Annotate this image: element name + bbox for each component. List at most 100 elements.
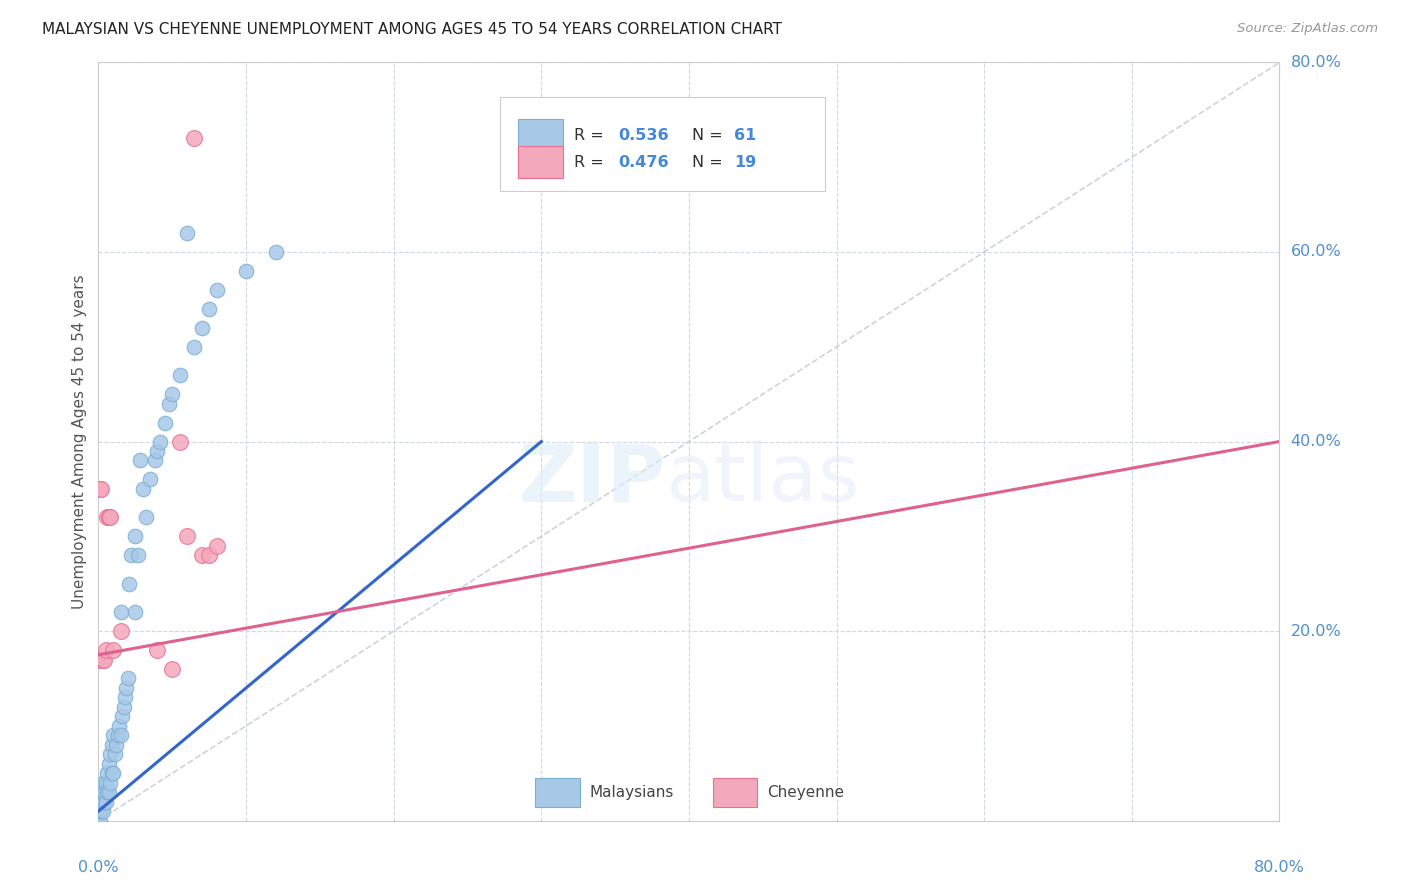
Point xyxy=(93,652,115,666)
Point xyxy=(183,340,205,354)
Point xyxy=(112,699,135,714)
Point xyxy=(97,785,120,799)
Text: Cheyenne: Cheyenne xyxy=(766,785,844,800)
Point xyxy=(176,529,198,543)
Point xyxy=(118,576,141,591)
Point xyxy=(105,738,128,752)
Text: N =: N = xyxy=(693,154,728,169)
Point xyxy=(143,453,166,467)
Point xyxy=(110,624,132,639)
FancyBboxPatch shape xyxy=(517,146,562,178)
Point xyxy=(100,738,122,752)
Point xyxy=(98,510,121,524)
Point xyxy=(114,690,136,705)
Point xyxy=(124,605,146,619)
Point xyxy=(205,283,228,297)
Text: 20.0%: 20.0% xyxy=(1291,624,1341,639)
Point xyxy=(153,416,176,430)
Text: atlas: atlas xyxy=(665,441,859,518)
Point xyxy=(94,795,117,809)
Point xyxy=(89,795,111,809)
Point xyxy=(98,747,121,762)
Point xyxy=(176,226,198,240)
Point xyxy=(90,482,112,496)
Point xyxy=(132,482,155,496)
Text: Source: ZipAtlas.com: Source: ZipAtlas.com xyxy=(1237,22,1378,36)
Point xyxy=(191,548,214,563)
Point xyxy=(146,444,169,458)
Point xyxy=(127,548,149,563)
Point xyxy=(87,652,110,666)
Point xyxy=(104,747,127,762)
Text: 0.536: 0.536 xyxy=(619,128,669,143)
Text: MALAYSIAN VS CHEYENNE UNEMPLOYMENT AMONG AGES 45 TO 54 YEARS CORRELATION CHART: MALAYSIAN VS CHEYENNE UNEMPLOYMENT AMONG… xyxy=(42,22,782,37)
Point xyxy=(96,510,118,524)
Point xyxy=(96,766,118,780)
Text: ZIP: ZIP xyxy=(517,441,665,518)
Point xyxy=(111,709,134,723)
Point xyxy=(110,728,132,742)
FancyBboxPatch shape xyxy=(713,778,758,807)
Point xyxy=(94,776,117,790)
Point xyxy=(89,785,111,799)
Point xyxy=(235,264,257,278)
Point xyxy=(115,681,138,695)
Point xyxy=(198,548,221,563)
Point xyxy=(157,396,180,410)
Text: 40.0%: 40.0% xyxy=(1291,434,1341,449)
Point xyxy=(162,662,183,676)
Point xyxy=(91,652,114,666)
Text: Malaysians: Malaysians xyxy=(589,785,673,800)
Point xyxy=(110,605,132,619)
Point xyxy=(264,244,287,259)
Text: 0.0%: 0.0% xyxy=(79,860,118,874)
Point xyxy=(128,453,150,467)
Point xyxy=(90,804,112,818)
Point xyxy=(198,301,221,316)
Text: 60.0%: 60.0% xyxy=(1291,244,1341,260)
Point xyxy=(90,795,112,809)
Point xyxy=(169,434,191,449)
Point xyxy=(87,804,110,818)
Text: R =: R = xyxy=(575,154,609,169)
Text: 61: 61 xyxy=(734,128,756,143)
Point xyxy=(183,131,205,145)
Point xyxy=(98,776,121,790)
Point xyxy=(91,804,114,818)
Point xyxy=(135,510,157,524)
Point xyxy=(107,728,129,742)
Point xyxy=(93,785,115,799)
Text: N =: N = xyxy=(693,128,728,143)
Point xyxy=(89,804,111,818)
Point xyxy=(89,482,111,496)
Point xyxy=(97,756,120,771)
Point xyxy=(124,529,146,543)
Point xyxy=(93,795,115,809)
Point xyxy=(94,643,117,657)
Point xyxy=(117,672,139,686)
Text: 0.476: 0.476 xyxy=(619,154,669,169)
FancyBboxPatch shape xyxy=(536,778,581,807)
Point xyxy=(91,776,114,790)
Point xyxy=(149,434,172,449)
Text: 80.0%: 80.0% xyxy=(1254,860,1305,874)
Point xyxy=(103,728,125,742)
Point xyxy=(97,510,120,524)
FancyBboxPatch shape xyxy=(517,120,562,151)
Text: R =: R = xyxy=(575,128,609,143)
Point xyxy=(96,785,118,799)
Point xyxy=(103,643,125,657)
FancyBboxPatch shape xyxy=(501,96,825,191)
Point xyxy=(89,814,111,828)
Point xyxy=(139,473,162,487)
Point xyxy=(87,795,110,809)
Point xyxy=(103,766,125,780)
Point xyxy=(90,785,112,799)
Point xyxy=(169,368,191,383)
Point xyxy=(91,795,114,809)
Point xyxy=(191,320,214,334)
Text: 80.0%: 80.0% xyxy=(1291,55,1341,70)
Point xyxy=(87,814,110,828)
Point xyxy=(146,643,169,657)
Text: 19: 19 xyxy=(734,154,756,169)
